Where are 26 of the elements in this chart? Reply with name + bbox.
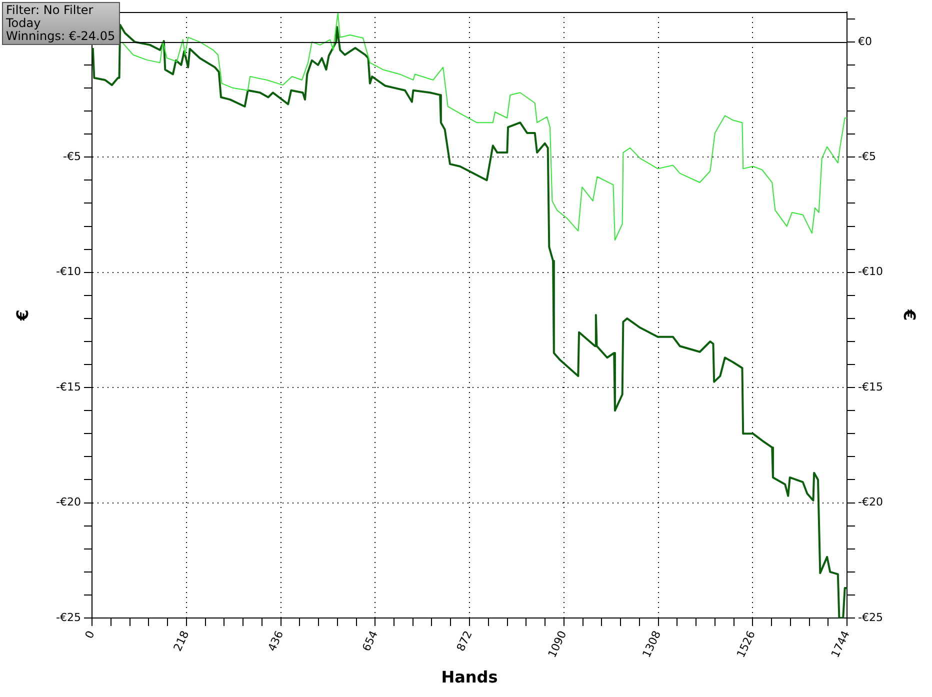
- y2-tick-label: -€25: [858, 610, 883, 624]
- y-tick-label: -€15: [56, 380, 81, 394]
- y-tick-label: -€5: [63, 150, 81, 164]
- y-tick-label: -€10: [56, 265, 81, 278]
- x-tick-label: 218: [171, 628, 192, 654]
- y2-axis-title: €: [900, 308, 920, 321]
- text: Today: [6, 16, 42, 30]
- x-tick-label: 1090: [546, 628, 570, 660]
- y-axis-title: €: [12, 309, 32, 322]
- x-axis-title: Hands: [441, 668, 498, 687]
- x-tick-label: 1526: [734, 628, 758, 660]
- annotation: Filter: No Filter: [6, 3, 94, 17]
- y2-tick-label: -€15: [858, 380, 883, 394]
- y-tick-label: -€20: [56, 496, 81, 509]
- x-tick-label: 1308: [640, 628, 664, 660]
- y2-tick-label: €0: [858, 34, 872, 48]
- annotation: Winnings: €-24.05: [6, 29, 116, 43]
- y2-tick-label: -€5: [858, 150, 876, 164]
- x-tick-label: 654: [360, 628, 380, 654]
- x-tick-label: 872: [454, 628, 475, 654]
- y2-tick-label: -€10: [858, 265, 883, 278]
- x-tick-label: 0: [82, 628, 98, 641]
- y2-tick-label: -€20: [858, 496, 883, 509]
- y-tick-label: -€25: [56, 610, 81, 624]
- x-tick-label: 436: [265, 628, 286, 654]
- x-tick-label: 1744: [828, 628, 852, 660]
